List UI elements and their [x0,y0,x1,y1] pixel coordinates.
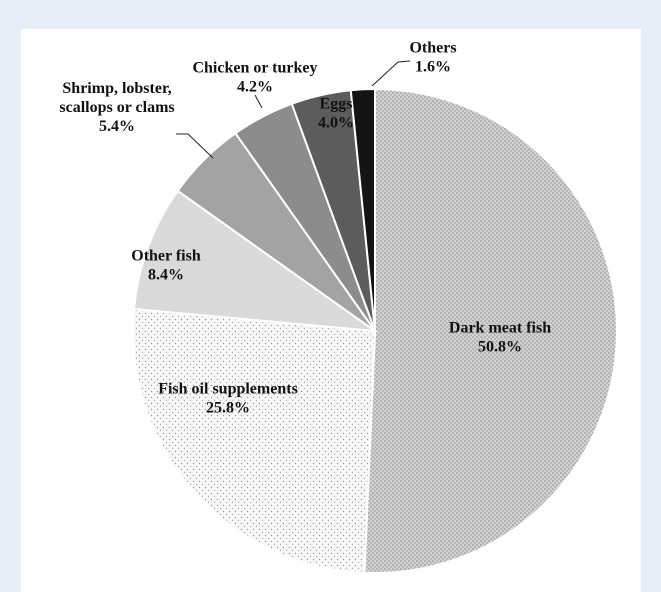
slice-label-chicken-or-turkey: Chicken or turkey 4.2% [192,60,317,96]
slice-percent-eggs: 4.0% [318,115,354,132]
slice-percent-others: 1.6% [415,59,451,76]
pie-slice-others [349,87,376,332]
slice-label-others: Others 1.6% [409,40,456,76]
pie-slice-fish-oil-supplements [132,307,377,574]
slice-label-eggs: Eggs 4.0% [318,96,354,132]
leader-line-others [371,60,411,87]
pie-slice-dark-meat-fish [363,87,618,574]
slice-label-fish-oil-supplements: Fish oil supplements 25.8% [158,381,298,417]
pie-slice-other-fish [132,189,379,333]
slice-percent-dark-meat-fish: 50.8% [478,339,522,356]
slice-percent-fish-oil-supplements: 25.8% [206,400,250,417]
slice-label-shrimp-lobster-scallops-or-clams: Shrimp, lobster, scallops or clams 5.4% [59,80,174,135]
slice-label-dark-meat-fish: Dark meat fish 50.8% [449,320,551,356]
leader-line-shrimp-lobster-scallops-or-clams [176,133,214,159]
leader-line-chicken-or-turkey [254,94,263,109]
slice-percent-shrimp-lobster-scallops-or-clams: 5.4% [99,118,135,135]
slice-label-other-fish: Other fish 8.4% [131,248,201,284]
slice-percent-other-fish: 8.4% [148,267,184,284]
slice-percent-chicken-or-turkey: 4.2% [237,79,273,96]
